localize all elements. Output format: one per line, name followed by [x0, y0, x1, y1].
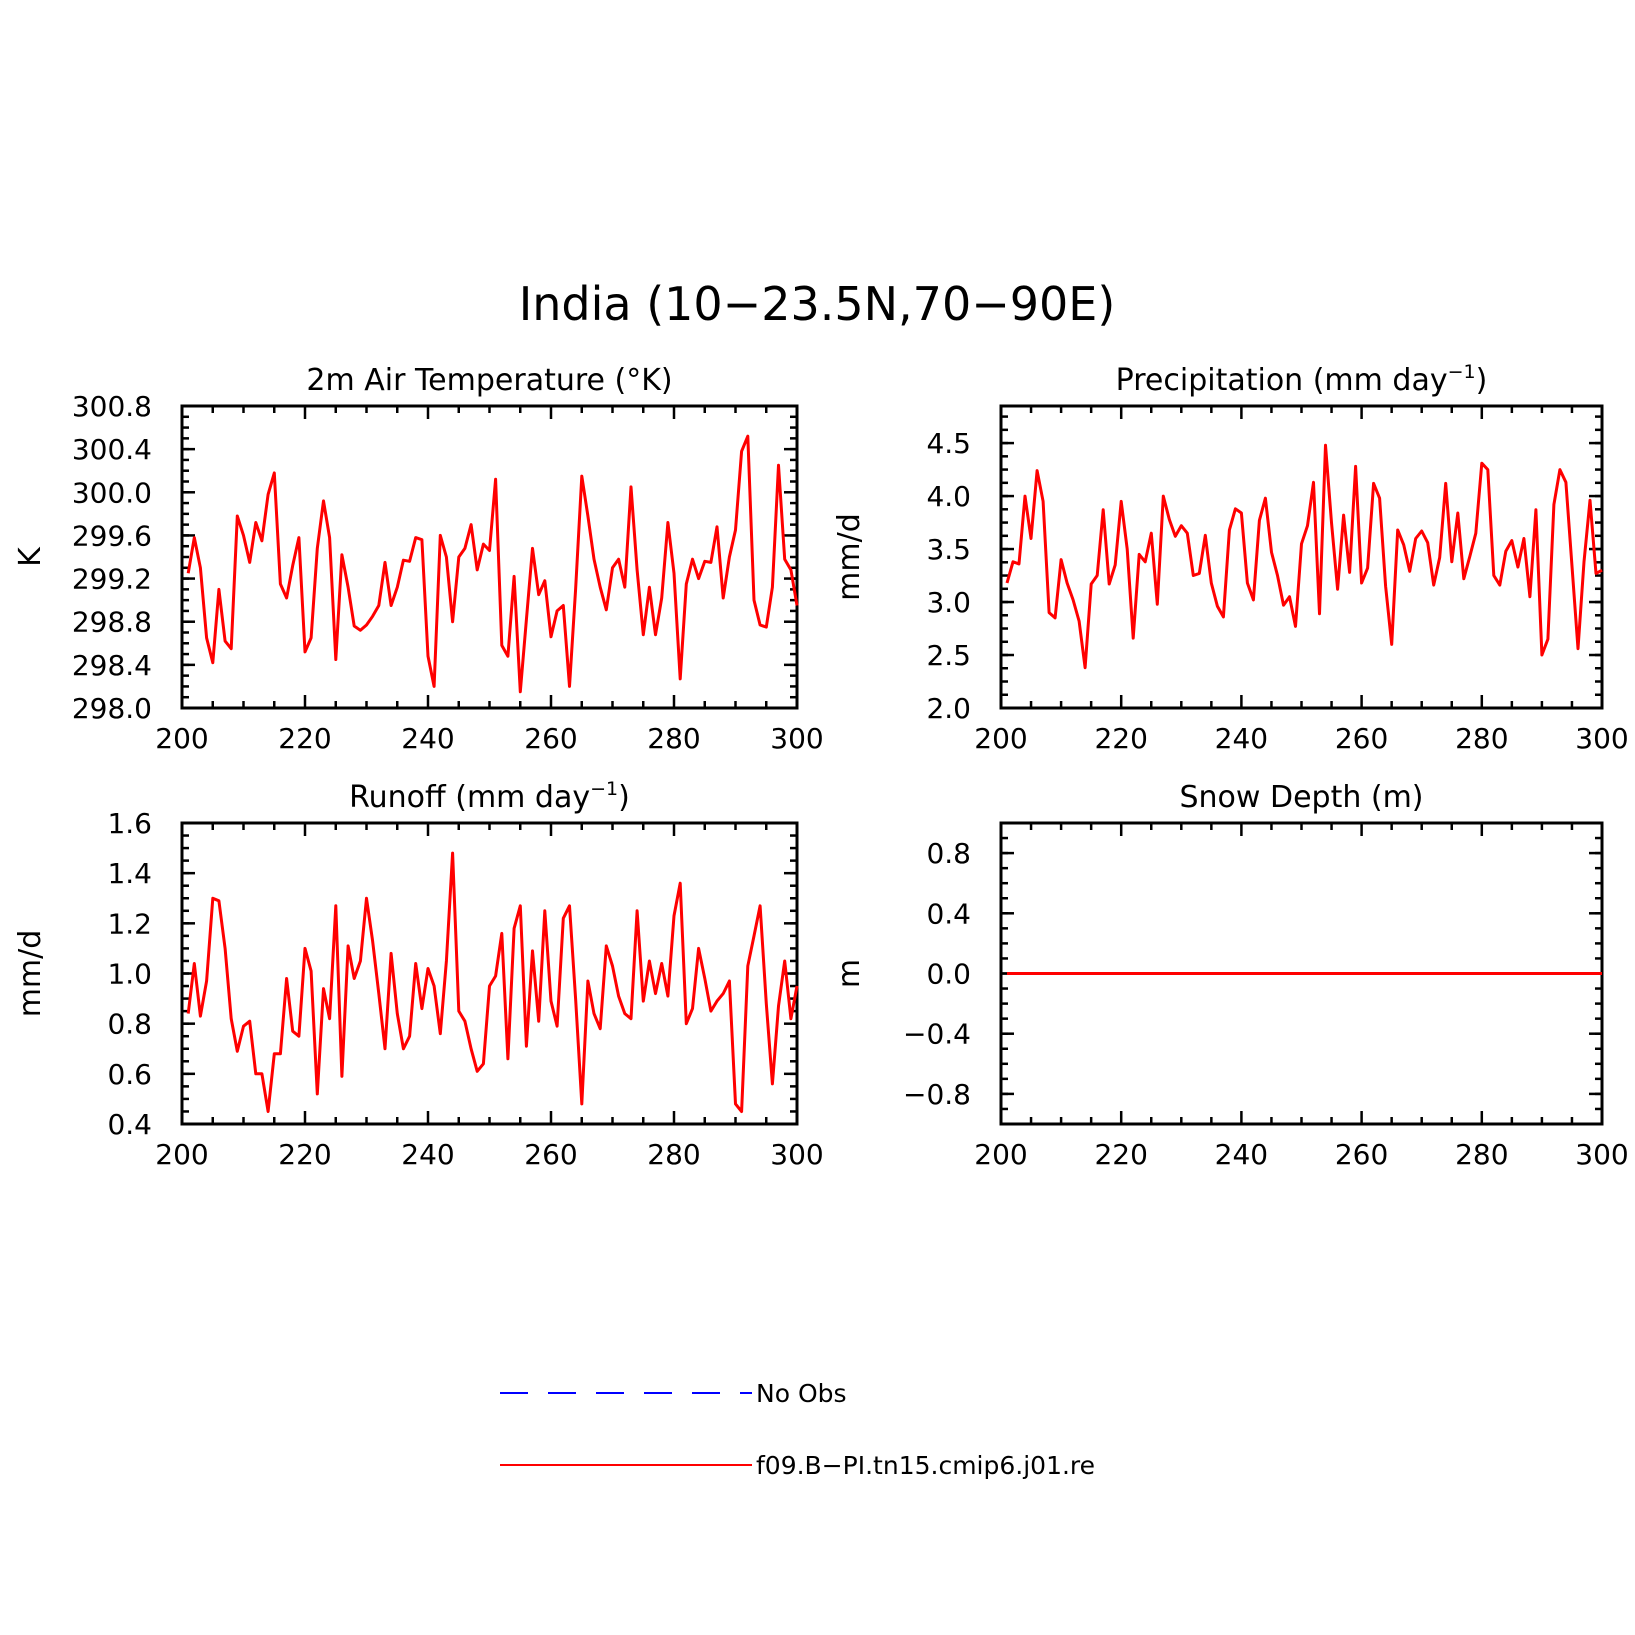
panel-title: Precipitation (mm day−1): [1116, 361, 1488, 398]
y-tick-label: 298.8: [72, 606, 152, 639]
x-tick-label: 280: [1455, 1138, 1508, 1171]
main-title: India (10−23.5N,70−90E): [519, 277, 1116, 331]
title-text: Precipitation (mm day: [1116, 363, 1448, 398]
x-tick-label: 280: [647, 722, 700, 755]
panel-title: 2m Air Temperature (°K): [306, 363, 672, 398]
x-tick-label: 200: [155, 722, 208, 755]
y-axis-label: m: [832, 959, 867, 988]
title-superscript: −1: [1448, 361, 1476, 383]
y-tick-label: 300.4: [72, 433, 152, 466]
x-tick-label: 240: [1215, 722, 1268, 755]
x-tick-label: 240: [401, 1138, 454, 1171]
y-tick-label: 1.0: [107, 958, 152, 991]
y-tick-label: 0.4: [926, 897, 971, 930]
x-tick-label: 280: [647, 1138, 700, 1171]
y-tick-label: 4.5: [926, 427, 971, 460]
y-tick-label: 1.6: [107, 807, 152, 840]
y-tick-label: 0.8: [926, 837, 971, 870]
x-tick-label: 300: [770, 722, 823, 755]
panel-title: Runoff (mm day−1): [349, 778, 630, 815]
x-tick-label: 260: [524, 1138, 577, 1171]
x-tick-label: 220: [1094, 1138, 1147, 1171]
panel-runoff: Runoff (mm day−1) mm/d 200 220 240 260 280 300 0…: [13, 778, 824, 1171]
y-tick-label: 0.8: [107, 1008, 152, 1041]
series-line-model: [186, 851, 799, 1113]
series-line-model: [1005, 443, 1603, 670]
y-axis-label: mm/d: [13, 930, 48, 1018]
panel-precipitation: Precipitation (mm day−1) mm/d 200 220 240 260…: [832, 361, 1629, 755]
x-tick-label: 220: [278, 722, 331, 755]
y-tick-label: 299.2: [72, 563, 152, 596]
y-tick-label: 2.0: [926, 692, 971, 725]
panel-title: Snow Depth (m): [1179, 780, 1423, 815]
y-tick-label: 1.2: [107, 907, 152, 940]
y-tick-label: 0.4: [107, 1108, 152, 1141]
x-tick-label: 220: [278, 1138, 331, 1171]
y-tick-label: 299.6: [72, 519, 152, 552]
x-tick-label: 200: [974, 722, 1027, 755]
y-tick-label: 0.0: [926, 958, 971, 991]
y-tick-label: 298.4: [72, 649, 152, 682]
title-text: Runoff (mm day: [349, 780, 590, 815]
x-tick-label: 200: [974, 1138, 1027, 1171]
panel-air-temperature: 2m Air Temperature (°K) K 200 220 240 260 280 3…: [13, 363, 824, 755]
x-tick-label: 240: [401, 722, 454, 755]
series-line-model: [186, 434, 799, 694]
x-tick-label: 300: [1575, 722, 1628, 755]
panel-snow-depth: Snow Depth (m) m 200 220 240 260 280 300 −0.8 −0.…: [832, 780, 1629, 1171]
y-tick-label: 0.6: [107, 1058, 152, 1091]
y-tick-label: −0.8: [903, 1078, 971, 1111]
y-axis-label: mm/d: [832, 513, 867, 601]
y-tick-label: 298.0: [72, 692, 152, 725]
y-tick-label: 1.4: [107, 857, 152, 890]
y-tick-label: 300.8: [72, 390, 152, 423]
y-tick-label: 4.0: [926, 480, 971, 513]
x-tick-label: 280: [1455, 722, 1508, 755]
legend-label-model: f09.B−PI.tn15.cmip6.j01.re: [756, 1451, 1095, 1480]
y-axis-label: K: [13, 546, 48, 567]
title-text: ): [618, 780, 630, 815]
title-superscript: −1: [590, 778, 618, 800]
y-tick-label: 3.0: [926, 586, 971, 619]
y-tick-label: 3.5: [926, 533, 971, 566]
x-tick-label: 300: [1575, 1138, 1628, 1171]
y-tick-label: −0.4: [903, 1018, 971, 1051]
x-tick-label: 240: [1215, 1138, 1268, 1171]
x-tick-label: 260: [524, 722, 577, 755]
legend-label-no-obs: No Obs: [756, 1379, 847, 1408]
x-tick-label: 220: [1094, 722, 1147, 755]
y-tick-label: 300.0: [72, 476, 152, 509]
x-tick-label: 260: [1335, 722, 1388, 755]
y-tick-label: 2.5: [926, 639, 971, 672]
title-text: ): [1476, 363, 1488, 398]
x-tick-label: 260: [1335, 1138, 1388, 1171]
legend: No Obs f09.B−PI.tn15.cmip6.j01.re: [500, 1379, 1095, 1480]
x-tick-label: 300: [770, 1138, 823, 1171]
x-tick-label: 200: [155, 1138, 208, 1171]
plot-frame: [180, 404, 799, 710]
